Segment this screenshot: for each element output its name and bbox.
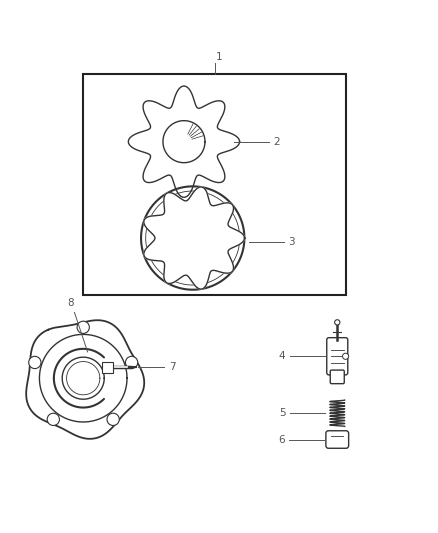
Polygon shape (39, 334, 127, 422)
FancyBboxPatch shape (326, 431, 349, 448)
Text: 4: 4 (279, 351, 285, 361)
Circle shape (335, 320, 340, 325)
Polygon shape (62, 357, 104, 399)
Polygon shape (26, 320, 144, 439)
Bar (102, 361, 113, 373)
FancyBboxPatch shape (327, 338, 348, 375)
Text: 8: 8 (67, 298, 74, 308)
Circle shape (29, 357, 41, 369)
Polygon shape (163, 120, 205, 163)
Circle shape (107, 413, 119, 425)
Polygon shape (141, 187, 244, 290)
Text: 3: 3 (288, 237, 295, 247)
Polygon shape (144, 187, 244, 289)
Text: 2: 2 (274, 136, 280, 147)
Text: 7: 7 (169, 362, 175, 372)
Circle shape (77, 321, 89, 334)
Circle shape (47, 413, 60, 425)
Circle shape (125, 357, 138, 369)
Text: 5: 5 (279, 408, 286, 418)
Text: 1: 1 (215, 52, 223, 61)
Text: 6: 6 (278, 434, 285, 445)
FancyBboxPatch shape (330, 370, 344, 384)
Polygon shape (128, 86, 240, 197)
Circle shape (343, 353, 349, 359)
Bar (83, 74, 346, 295)
